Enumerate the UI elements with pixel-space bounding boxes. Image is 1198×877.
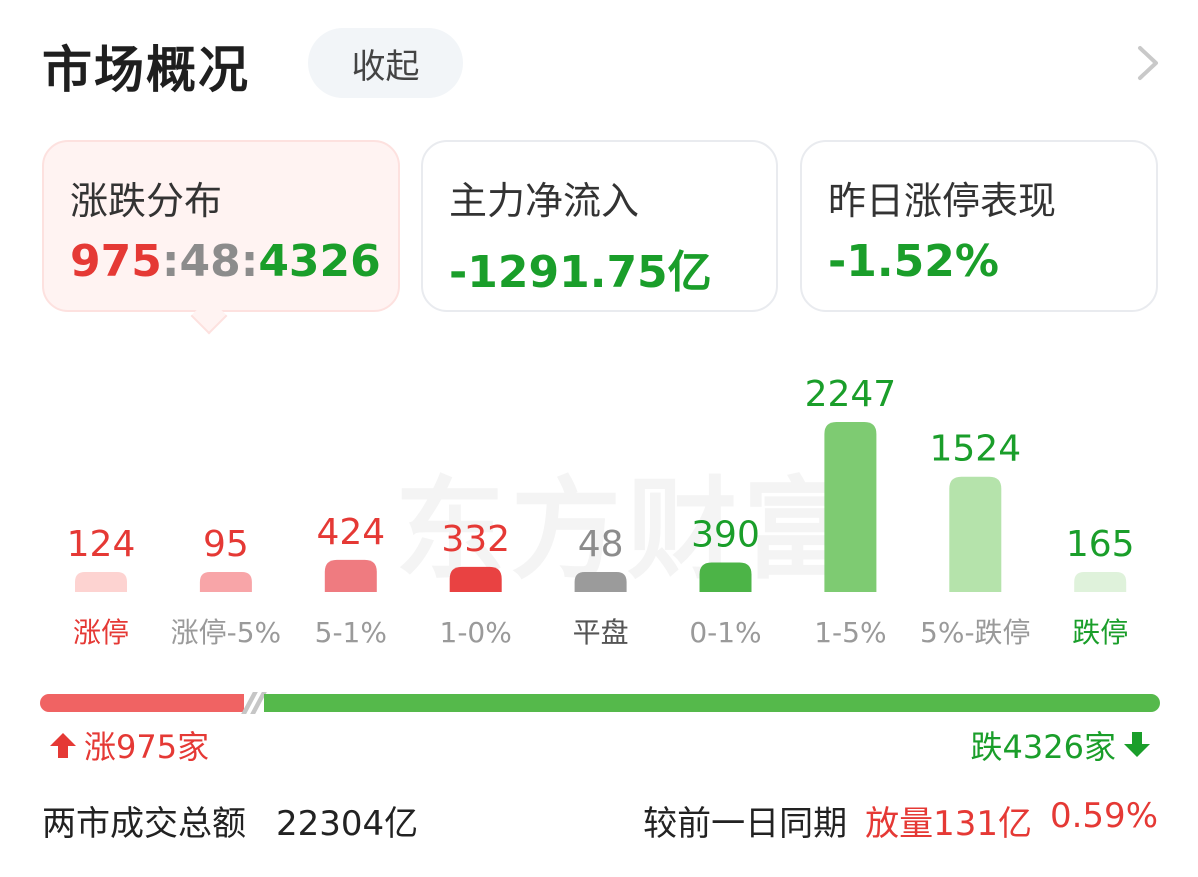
- bar-value-label: 1524: [929, 429, 1021, 470]
- fall-summary-label: 跌4326家: [970, 728, 1116, 766]
- bar-value-label: 165: [1066, 524, 1135, 565]
- page-title: 市场概况: [42, 41, 250, 99]
- fall-segment: [264, 694, 1160, 712]
- limit-up-performance-value: -1.52%: [828, 236, 999, 287]
- compare-change: 放量131亿: [865, 804, 1032, 844]
- turnover-label: 两市成交总额: [42, 804, 246, 844]
- collapse-button[interactable]: 收起: [308, 28, 463, 98]
- bar-value-label: 124: [67, 524, 136, 565]
- ratio-separator: :: [240, 236, 259, 287]
- card-yesterday-limit-up[interactable]: 昨日涨停表现 -1.52%: [800, 140, 1158, 312]
- bar-value-label: 2247: [805, 374, 897, 415]
- flat-count: 48: [179, 236, 241, 287]
- bar-value-label: 332: [441, 519, 510, 560]
- bar-5: [699, 562, 752, 592]
- category-label: 5-1%: [315, 616, 387, 649]
- rise-fall-ratio-bar: [40, 692, 1160, 714]
- rise-fall-ratio: 975:48:4326: [70, 236, 381, 287]
- category-label: 1-5%: [814, 616, 886, 649]
- bar-1: [199, 572, 252, 592]
- category-label: 平盘: [573, 616, 629, 649]
- category-label: 跌停: [1072, 616, 1128, 649]
- bar-0: [75, 572, 127, 592]
- card-main-net-inflow[interactable]: 主力净流入 -1291.75亿: [421, 140, 778, 312]
- net-inflow-value: -1291.75亿: [449, 247, 712, 298]
- bar-value-label: 424: [316, 512, 385, 553]
- arrow-up-icon: [50, 733, 76, 758]
- card-label: 昨日涨停表现: [828, 179, 1057, 223]
- rise-summary-label: 涨975家: [84, 728, 210, 766]
- compare-pct: 0.59%: [1049, 796, 1158, 836]
- fall-summary: 跌4326家: [971, 722, 1158, 768]
- chevron-right-icon[interactable]: [1128, 40, 1168, 86]
- turnover-value: 22304亿: [276, 804, 419, 844]
- rise-segment: [40, 694, 245, 712]
- category-label: 涨停-5%: [171, 616, 282, 649]
- bar-6: [824, 422, 877, 592]
- category-label: 涨停: [73, 616, 129, 649]
- bar-value-label: 48: [578, 524, 624, 565]
- card-label: 主力净流入: [449, 179, 640, 223]
- bar-3: [449, 566, 502, 592]
- distribution-bar-chart: 124 涨停 95 涨停-5% 424 5-1% 332 1-0% 48 平盘 390 0-1% 224…: [67, 374, 1135, 649]
- rise-count: 975: [70, 236, 162, 287]
- turnover-comparison: 较前一日同期 放量131亿 0.59%: [643, 796, 1158, 845]
- bar-4: [574, 572, 627, 592]
- category-label: 1-0%: [440, 616, 512, 649]
- bar-2: [324, 559, 377, 592]
- card-rise-fall-distribution[interactable]: 涨跌分布 975:48:4326: [42, 140, 400, 312]
- ratio-separator: :: [161, 236, 180, 287]
- card-label: 涨跌分布: [70, 179, 223, 223]
- fall-count: 4326: [258, 236, 381, 287]
- rise-summary: 涨975家: [42, 722, 209, 768]
- compare-label: 较前一日同期: [643, 804, 848, 844]
- category-label: 5%-跌停: [920, 616, 1031, 649]
- bar-7: [949, 476, 1002, 592]
- category-label: 0-1%: [689, 616, 761, 649]
- bar-value-label: 95: [203, 524, 249, 565]
- bar-value-label: 390: [691, 514, 760, 555]
- bar-8: [1074, 572, 1127, 592]
- arrow-down-icon: [1124, 732, 1150, 757]
